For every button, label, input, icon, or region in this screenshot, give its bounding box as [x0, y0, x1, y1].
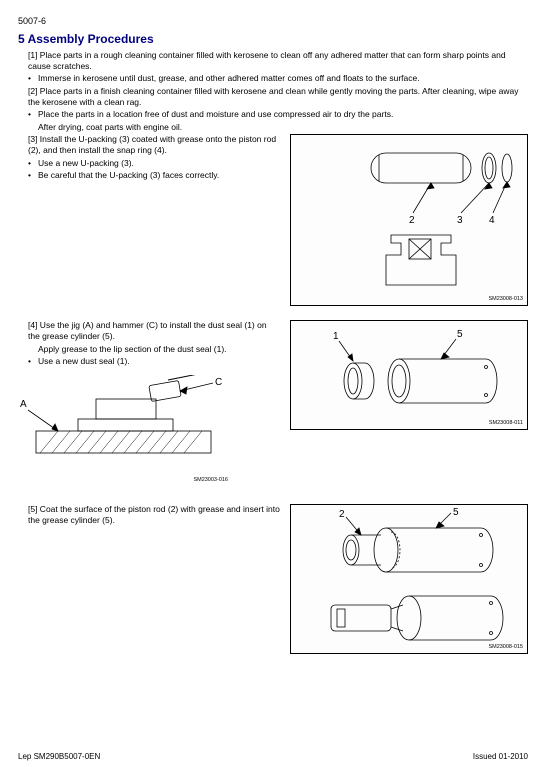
sketch-caption: SM23003-016 — [18, 477, 228, 483]
section-heading: 5 Assembly Procedures — [18, 32, 528, 46]
step-1: [1] Place parts in a rough cleaning cont… — [18, 50, 528, 71]
figure-2: 1 5 SM23008-011 — [290, 320, 528, 430]
block-5-text: [5] Coat the surface of the piston rod (… — [18, 504, 280, 654]
page-number: 5007-6 — [18, 16, 528, 26]
figure-2-caption: SM23008-011 — [489, 420, 523, 426]
figure-3-container: 2 5 SM23008-015 — [290, 504, 528, 654]
figure-1-container: 2 3 4 SM23008-013 — [290, 134, 528, 306]
fig1-label-3: 3 — [457, 215, 463, 226]
block-4-text: [4] Use the jig (A) and hammer (C) to in… — [18, 320, 280, 490]
sketch-label-C: C — [215, 377, 222, 388]
bullet-4a: •Use a new dust seal (1). — [18, 356, 280, 367]
fig2-label-1: 1 — [333, 331, 339, 342]
figure-1-caption: SM23008-013 — [488, 296, 523, 302]
sketch-figure: A C SM23003-016 — [18, 375, 228, 490]
block-4: [4] Use the jig (A) and hammer (C) to in… — [18, 320, 528, 490]
page-footer: Lep SM290B5007-0EN Issued 01-2010 — [18, 752, 528, 761]
figure-3-caption: SM23008-015 — [488, 644, 523, 650]
fig3-label-5: 5 — [453, 507, 459, 518]
bullet-2b: After drying, coat parts with engine oil… — [18, 122, 528, 133]
block-3: [3] Install the U-packing (3) coated wit… — [18, 134, 528, 306]
figure-2-container: 1 5 SM23008-011 — [290, 320, 528, 490]
fig1-label-2: 2 — [409, 215, 415, 226]
step-5: [5] Coat the surface of the piston rod (… — [18, 504, 280, 525]
sketch-label-A: A — [20, 399, 27, 410]
fig2-label-5: 5 — [457, 329, 463, 340]
step-4a: [4] Use the jig (A) and hammer (C) to in… — [18, 320, 280, 341]
block-3-text: [3] Install the U-packing (3) coated wit… — [18, 134, 280, 306]
step-4b: Apply grease to the lip section of the d… — [18, 344, 280, 355]
bullet-3b: •Be careful that the U-packing (3) faces… — [18, 170, 280, 181]
figure-3: 2 5 SM23008-015 — [290, 504, 528, 654]
bullet-1: •Immerse in kerosene until dust, grease,… — [18, 73, 528, 84]
step-3a: [3] Install the U-packing (3) coated wit… — [18, 134, 280, 155]
bullet-3a: •Use a new U-packing (3). — [18, 158, 280, 169]
block-5: [5] Coat the surface of the piston rod (… — [18, 504, 528, 654]
footer-right: Issued 01-2010 — [473, 752, 528, 761]
step-2: [2] Place parts in a finish cleaning con… — [18, 86, 528, 107]
bullet-2a: •Place the parts in a location free of d… — [18, 109, 528, 120]
footer-left: Lep SM290B5007-0EN — [18, 752, 100, 761]
fig3-label-2: 2 — [339, 509, 345, 520]
fig1-label-4: 4 — [489, 215, 495, 226]
figure-1: 2 3 4 SM23008-013 — [290, 134, 528, 306]
